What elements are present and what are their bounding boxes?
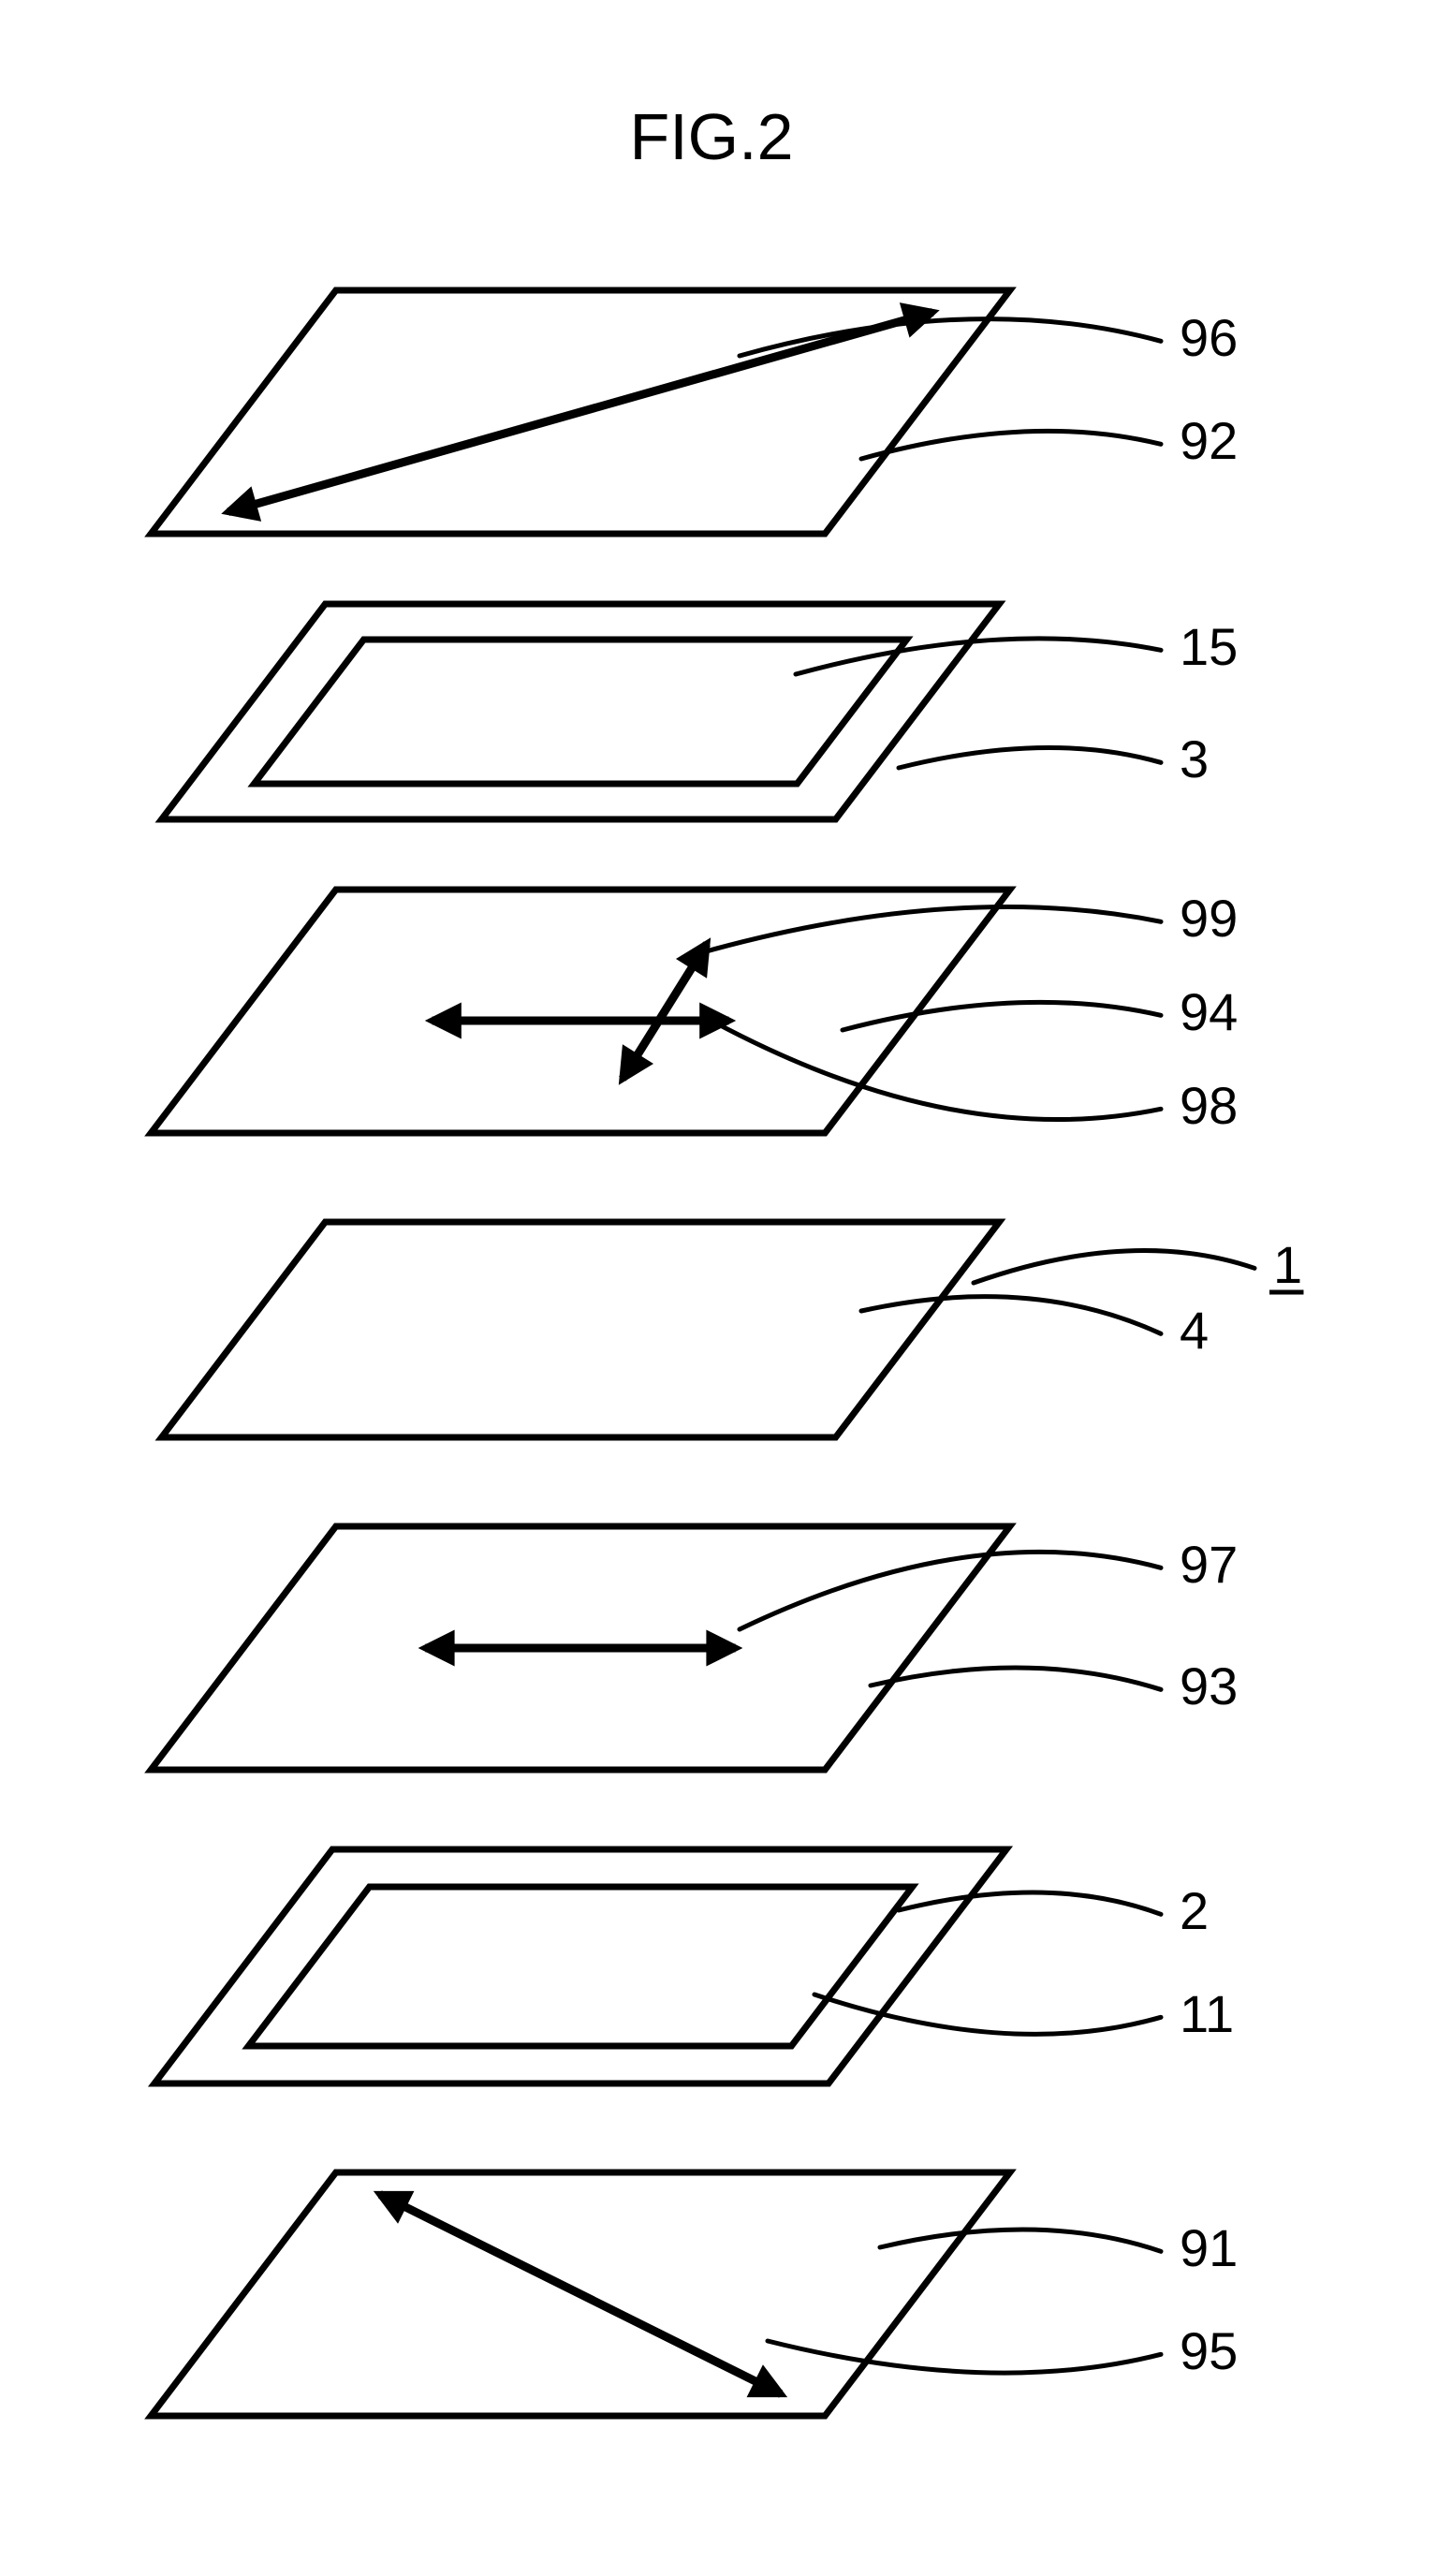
leader-line [740,1552,1161,1629]
leader-line [861,1297,1161,1334]
leader-line [899,1892,1161,1914]
plate-inner-outline [248,1887,912,2046]
leader-line [843,1002,1161,1030]
ref-label: 11 [1180,1984,1234,2043]
ref-label: 2 [1180,1881,1209,1940]
ref-label: 92 [1180,411,1238,470]
plate-outline [162,1222,1000,1437]
leader-line [796,639,1161,674]
layer-l6 [154,1849,1006,2083]
ref-label: 97 [1180,1535,1238,1594]
figure-svg: FIG.2 96 92 15 3 99 94 98 4 1 97 93 2 11 91 95 [0,0,1452,2576]
ref-label: 96 [1180,308,1238,367]
direction-arrow [228,312,932,511]
figure-title: FIG.2 [629,100,793,173]
ref-label: 15 [1180,617,1238,676]
leader-line [861,431,1161,459]
leader-line [880,2230,1161,2251]
layer-l3 [151,890,1010,1133]
direction-arrow [380,2194,781,2393]
layer-l2 [162,604,1000,819]
ref-label: 1 [1273,1235,1302,1294]
leader-line [693,907,1161,955]
ref-label: 3 [1180,729,1209,788]
ref-label: 98 [1180,1076,1238,1135]
plate-inner-outline [254,640,906,784]
ref-label: 99 [1180,889,1238,948]
leader-line [711,1021,1161,1120]
layer-l4 [162,1222,1000,1437]
leader-line [899,747,1161,768]
direction-arrow [623,944,707,1079]
plate-outline [151,890,1010,1133]
ref-label: 4 [1180,1301,1209,1360]
ref-label: 94 [1180,982,1238,1041]
layer-l7 [151,2172,1010,2416]
ref-label: 91 [1180,2218,1238,2277]
ref-label: 93 [1180,1656,1238,1715]
leader-line [974,1250,1254,1283]
leader-line [871,1668,1161,1689]
leader-line [768,2341,1161,2373]
layer-l5 [151,1526,1010,1770]
ref-label: 95 [1180,2321,1238,2380]
